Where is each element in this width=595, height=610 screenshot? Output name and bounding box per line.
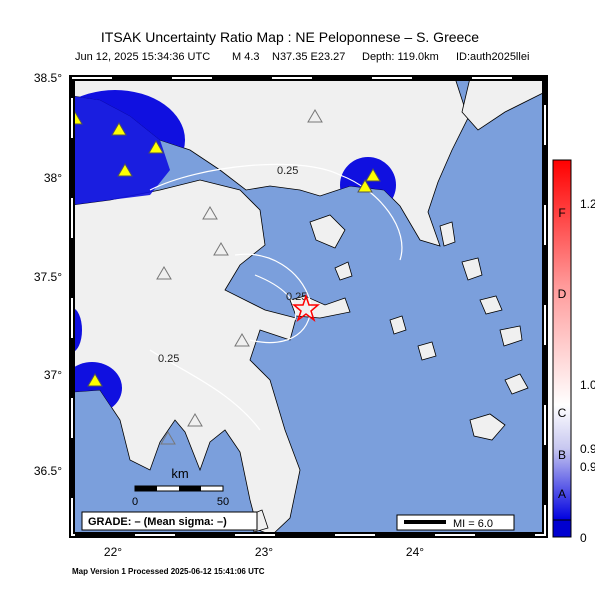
stations-gray bbox=[156, 109, 323, 445]
grade-label: D bbox=[558, 287, 567, 301]
colorbar-value: 1.2 bbox=[580, 197, 595, 211]
epicenter bbox=[291, 293, 321, 323]
event-depth: Depth: 119.0km bbox=[362, 51, 439, 63]
lat-label: 38° bbox=[44, 171, 62, 185]
footer: Map Version 1 Processed 2025-06-12 15:41… bbox=[72, 567, 265, 576]
scale-end: 50 bbox=[217, 496, 229, 508]
colorbar-grades: F D C B A bbox=[558, 206, 567, 501]
colorbar-value: 0.9 bbox=[580, 442, 595, 456]
grade-label: A bbox=[558, 487, 566, 501]
map-frame-ticks bbox=[71, 77, 546, 536]
map-title: ITSAK Uncertainty Ratio Map : NE Pelopon… bbox=[101, 29, 479, 45]
lat-label: 37.5° bbox=[34, 270, 62, 284]
lon-label: 24° bbox=[406, 545, 424, 559]
event-id: ID:auth2025llei bbox=[456, 51, 529, 63]
map-area: 0.25 0.25 0.25 km 0 50 GRADE: – (Mean si… bbox=[72, 78, 545, 535]
grade-label: C bbox=[558, 406, 567, 420]
contour-label: 0.25 bbox=[286, 291, 307, 303]
lat-label: 37° bbox=[44, 368, 62, 382]
scale-segment bbox=[179, 486, 201, 491]
intensity-box bbox=[396, 514, 515, 531]
intensity-text: MI = 6.0 bbox=[453, 518, 493, 530]
grade-label: F bbox=[558, 206, 565, 220]
event-time: Jun 12, 2025 15:34:36 UTC bbox=[75, 51, 210, 63]
contour-label: 0.25 bbox=[277, 165, 298, 177]
lat-label: 38.5° bbox=[34, 71, 62, 85]
intensity-line bbox=[404, 520, 446, 524]
lon-label: 23° bbox=[255, 545, 273, 559]
colorbar-value: 0 bbox=[580, 531, 587, 545]
colorbar-min bbox=[552, 519, 572, 538]
scale-start: 0 bbox=[132, 496, 138, 508]
grade-text: GRADE: – (Mean sigma: –) bbox=[88, 516, 227, 528]
colorbar-values: 1.2 1.0 0.9 0.9 0 bbox=[580, 197, 595, 545]
grade-label: B bbox=[558, 448, 566, 462]
lat-label: 36.5° bbox=[34, 464, 62, 478]
contours bbox=[149, 163, 403, 431]
stations-active bbox=[72, 111, 381, 387]
lon-label: 22° bbox=[104, 545, 122, 559]
scale-segment bbox=[135, 486, 157, 491]
colorbar-value: 1.0 bbox=[580, 378, 595, 392]
scale-unit: km bbox=[171, 466, 188, 481]
high-uncertainty-gulf bbox=[72, 96, 170, 205]
event-magnitude: M 4.3 bbox=[232, 51, 260, 63]
grade-box bbox=[81, 511, 258, 531]
contour-label: 0.25 bbox=[158, 353, 179, 365]
event-location: N37.35 E23.27 bbox=[272, 51, 345, 63]
colorbar-value: 0.9 bbox=[580, 460, 595, 474]
